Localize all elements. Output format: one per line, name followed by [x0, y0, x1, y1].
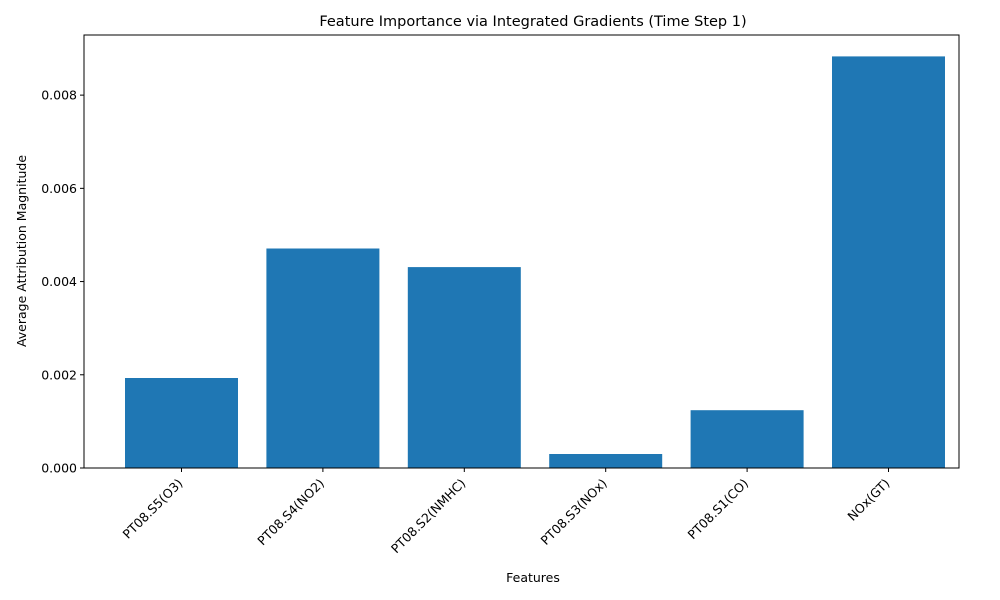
- y-tick-label: 0.006: [41, 181, 77, 196]
- x-tick-label: PT08.S4(NO2): [254, 476, 327, 549]
- bar: [549, 454, 663, 468]
- chart-title: Feature Importance via Integrated Gradie…: [319, 14, 746, 30]
- x-tick-label: NOx(GT): [844, 476, 892, 524]
- x-axis: PT08.S5(O3) PT08.S4(NO2) PT08.S2(NMHC) PT08…: [120, 468, 893, 556]
- plot-frame: [83, 34, 960, 469]
- x-axis-label: Features: [506, 570, 560, 585]
- x-tick-label: PT08.S1(CO): [685, 476, 752, 543]
- bar: [266, 248, 380, 468]
- y-tick-label: 0.000: [41, 461, 77, 476]
- y-tick-label: 0.008: [41, 88, 77, 103]
- bar: [125, 378, 238, 468]
- x-tick-label: PT08.S5(O3): [120, 476, 186, 542]
- bar: [690, 410, 804, 468]
- y-tick-label: 0.004: [41, 274, 77, 289]
- y-axis-label: Average Attribution Magnitude: [14, 155, 29, 347]
- x-tick-label: PT08.S2(NMHC): [388, 476, 469, 557]
- y-axis: 0.000 0.002 0.004 0.006 0.008: [41, 88, 84, 476]
- bar: [832, 56, 945, 469]
- bar: [407, 267, 521, 468]
- y-tick-label: 0.002: [41, 367, 77, 382]
- x-tick-label: PT08.S3(NOx): [537, 476, 609, 548]
- bars-group: [125, 56, 945, 469]
